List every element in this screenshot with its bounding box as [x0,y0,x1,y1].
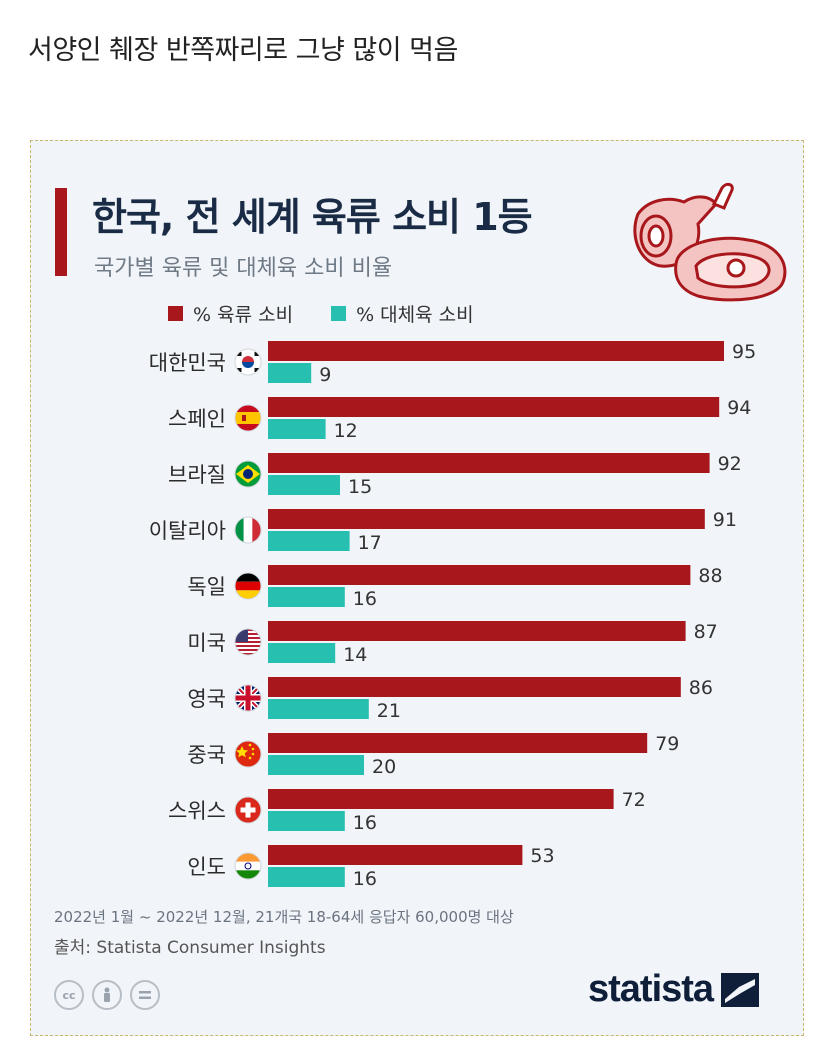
bar-label-alt-meat: 9 [319,364,331,386]
bar-alt-meat [268,699,369,719]
category-label: 브라질 [168,463,226,487]
bar-label-meat: 86 [689,677,713,699]
bar-label-meat: 88 [698,565,722,587]
category-label: 대한민국 [149,351,226,375]
category-label: 스페인 [168,407,226,431]
bar-label-meat: 72 [622,789,646,811]
bar-alt-meat [268,755,364,775]
attribution-icon [92,980,122,1010]
bar-label-alt-meat: 21 [377,700,401,722]
flag-germany-icon [234,572,262,600]
bar-label-meat: 92 [718,453,742,475]
chart-title: 한국, 전 세계 육류 소비 1등 [92,195,533,239]
flag-usa-icon [234,628,262,656]
category-label: 영국 [187,687,226,711]
statista-logo: statista [588,968,760,1011]
chart-source: 출처: Statista Consumer Insights [54,938,326,958]
bar-meat [268,733,648,753]
bar-label-alt-meat: 16 [353,868,377,890]
bar-label-meat: 95 [732,341,756,363]
category-label: 중국 [187,743,226,767]
bar-alt-meat [268,587,345,607]
no-derivatives-icon [130,980,160,1010]
bar-label-meat: 94 [727,397,751,419]
flag-korea-icon [234,348,262,376]
bar-meat [268,621,686,641]
legend-item-meat: % 육류 소비 [168,300,293,327]
bar-label-alt-meat: 20 [372,756,396,778]
flag-spain-icon [234,404,262,432]
category-label: 이탈리아 [149,519,226,543]
bar-label-alt-meat: 16 [353,812,377,834]
bar-alt-meat [268,419,326,439]
post-title: 서양인 췌장 반쪽짜리로 그냥 많이 먹음 [28,35,458,66]
bar-label-alt-meat: 12 [334,420,358,442]
category-label: 미국 [187,631,226,655]
bar-meat [268,789,614,809]
legend-swatch-meat [168,306,183,321]
bar-meat [268,453,710,473]
meat-illustration-icon [633,182,787,302]
bar-label-meat: 53 [530,845,554,867]
legend-label-alt-meat: % 대체육 소비 [356,304,474,326]
chart-subtitle: 국가별 육류 및 대체육 소비 비율 [94,256,393,281]
bar-label-meat: 87 [694,621,718,643]
statista-wordmark: statista [588,968,714,1010]
legend-label-meat: % 육류 소비 [193,304,294,326]
bar-label-alt-meat: 15 [348,476,372,498]
flag-brazil-icon [234,460,262,488]
flag-italy-icon [234,516,262,544]
bar-alt-meat [268,363,312,383]
bar-alt-meat [268,531,350,551]
flag-uk-icon [234,684,262,712]
category-label: 스위스 [168,799,226,823]
bar-meat [268,509,705,529]
bar-alt-meat [268,811,345,831]
license-icons: cc [54,980,160,1010]
category-label: 독일 [187,575,226,599]
chart-legend: % 육류 소비 % 대체육 소비 [168,300,474,327]
bar-label-alt-meat: 17 [358,532,382,554]
bar-alt-meat [268,643,336,663]
flag-india-icon [234,852,262,880]
bar-alt-meat [268,475,340,495]
chart-footnote: 2022년 1월 ~ 2022년 12월, 21개국 18-64세 응답자 60… [54,908,514,926]
bar-meat [268,341,724,361]
legend-item-alt-meat: % 대체육 소비 [331,300,474,327]
bar-alt-meat [268,867,345,887]
bar-meat [268,845,523,865]
cc-icon: cc [54,980,84,1010]
legend-swatch-alt-meat [331,306,347,321]
bar-label-meat: 79 [655,733,679,755]
bar-label-alt-meat: 16 [353,588,377,610]
bar-meat [268,397,720,417]
flag-switzerland-icon [234,796,262,824]
bar-chart: 대한민국 95 9 스페인 94 12 브라질 92 15 이탈리아 91 17 독일 88 16 미국 87 1… [149,341,756,890]
category-label: 인도 [187,855,226,879]
flag-china-icon [234,740,262,768]
bar-meat [268,677,681,697]
infographic-card [30,140,804,1036]
statista-mark-icon [721,972,760,1007]
title-accent-bar [55,188,67,276]
bar-meat [268,565,691,585]
bar-label-meat: 91 [713,509,737,531]
bar-label-alt-meat: 14 [343,644,367,666]
